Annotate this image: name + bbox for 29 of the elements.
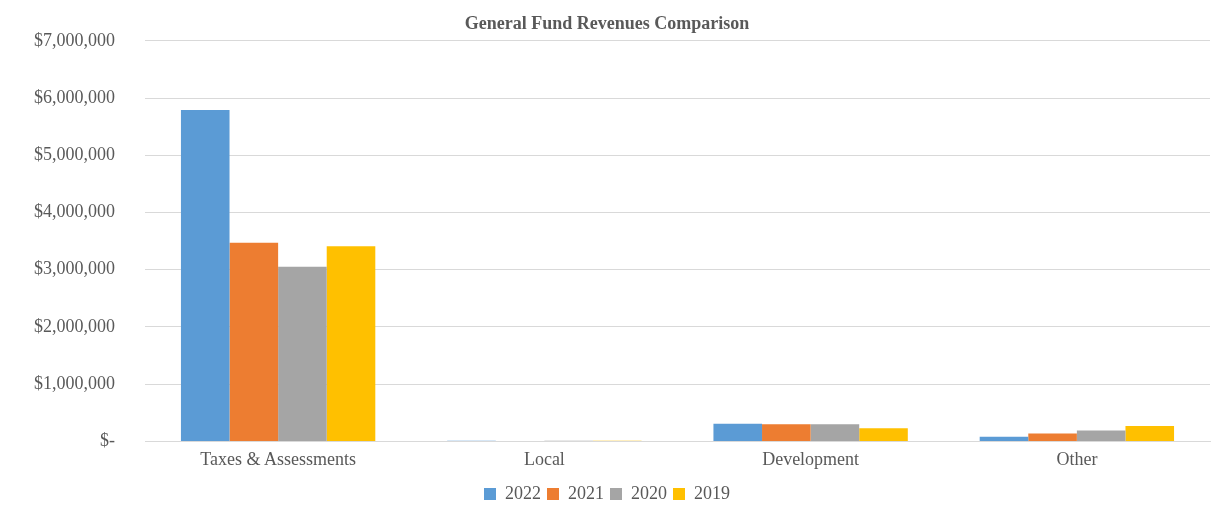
y-tick-label: $1,000,000: [34, 372, 115, 393]
y-tick-label: $6,000,000: [34, 86, 115, 107]
legend-label: 2020: [631, 482, 667, 503]
y-tick-label: $4,000,000: [34, 201, 115, 222]
bar: [979, 436, 1029, 441]
legend-label: 2022: [505, 482, 541, 503]
bar: [1125, 425, 1175, 441]
bar: [810, 424, 860, 441]
bar: [1076, 430, 1126, 441]
x-tick-label: Other: [1056, 448, 1098, 469]
x-tick-label: Development: [762, 448, 860, 469]
bar: [1028, 433, 1077, 441]
x-tick-label: Taxes & Assessments: [200, 448, 356, 469]
chart-title: General Fund Revenues Comparison: [464, 12, 750, 33]
y-tick-label: $2,000,000: [34, 315, 115, 336]
y-tick-label: $3,000,000: [34, 258, 115, 279]
y-tick-label: $5,000,000: [34, 143, 115, 164]
x-tick-label: Local: [523, 448, 565, 469]
legend-label: 2021: [568, 482, 604, 503]
bar: [180, 110, 230, 441]
legend-label: 2019: [694, 482, 730, 503]
bar: [326, 246, 376, 441]
bar: [278, 266, 327, 441]
bar: [762, 424, 811, 441]
bar: [713, 423, 763, 441]
bar: [859, 428, 908, 441]
y-tick-label: $7,000,000: [34, 29, 115, 50]
y-tick-label: $-: [100, 430, 115, 451]
bar: [229, 242, 279, 441]
